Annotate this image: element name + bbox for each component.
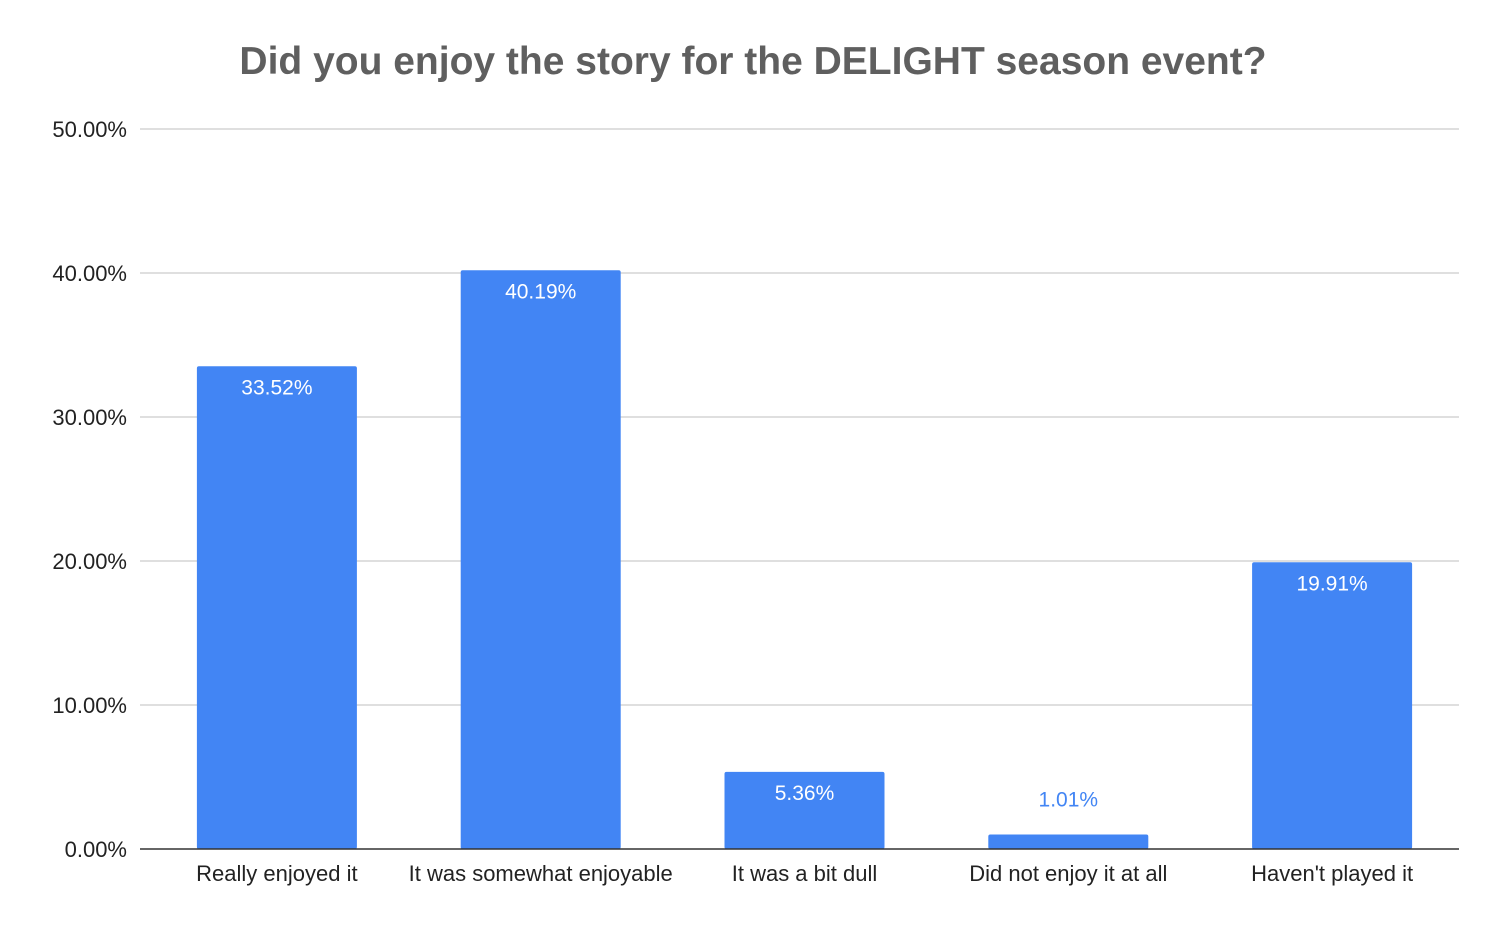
x-category-label: Really enjoyed it xyxy=(196,861,357,886)
y-tick-label: 50.00% xyxy=(52,117,127,142)
y-tick-label: 10.00% xyxy=(52,693,127,718)
y-tick-label: 40.00% xyxy=(52,261,127,286)
data-label: 19.91% xyxy=(1296,572,1367,595)
x-category-label: It was somewhat enjoyable xyxy=(409,861,673,886)
y-tick-label: 20.00% xyxy=(52,549,127,574)
chart-title: Did you enjoy the story for the DELIGHT … xyxy=(239,40,1267,83)
bar xyxy=(724,771,885,849)
bar xyxy=(1252,562,1413,849)
x-category-label: It was a bit dull xyxy=(732,861,878,886)
x-category-label: Did not enjoy it at all xyxy=(969,861,1167,886)
data-label: 33.52% xyxy=(241,376,312,399)
bar xyxy=(196,366,357,849)
data-label: 40.19% xyxy=(505,280,576,303)
y-tick-label: 30.00% xyxy=(52,405,127,430)
y-tick-label: 0.00% xyxy=(65,837,127,862)
x-category-label: Haven't played it xyxy=(1251,861,1413,886)
bar xyxy=(460,270,621,849)
data-label: 5.36% xyxy=(775,782,835,805)
bar xyxy=(988,834,1149,849)
data-label: 1.01% xyxy=(1039,788,1099,811)
